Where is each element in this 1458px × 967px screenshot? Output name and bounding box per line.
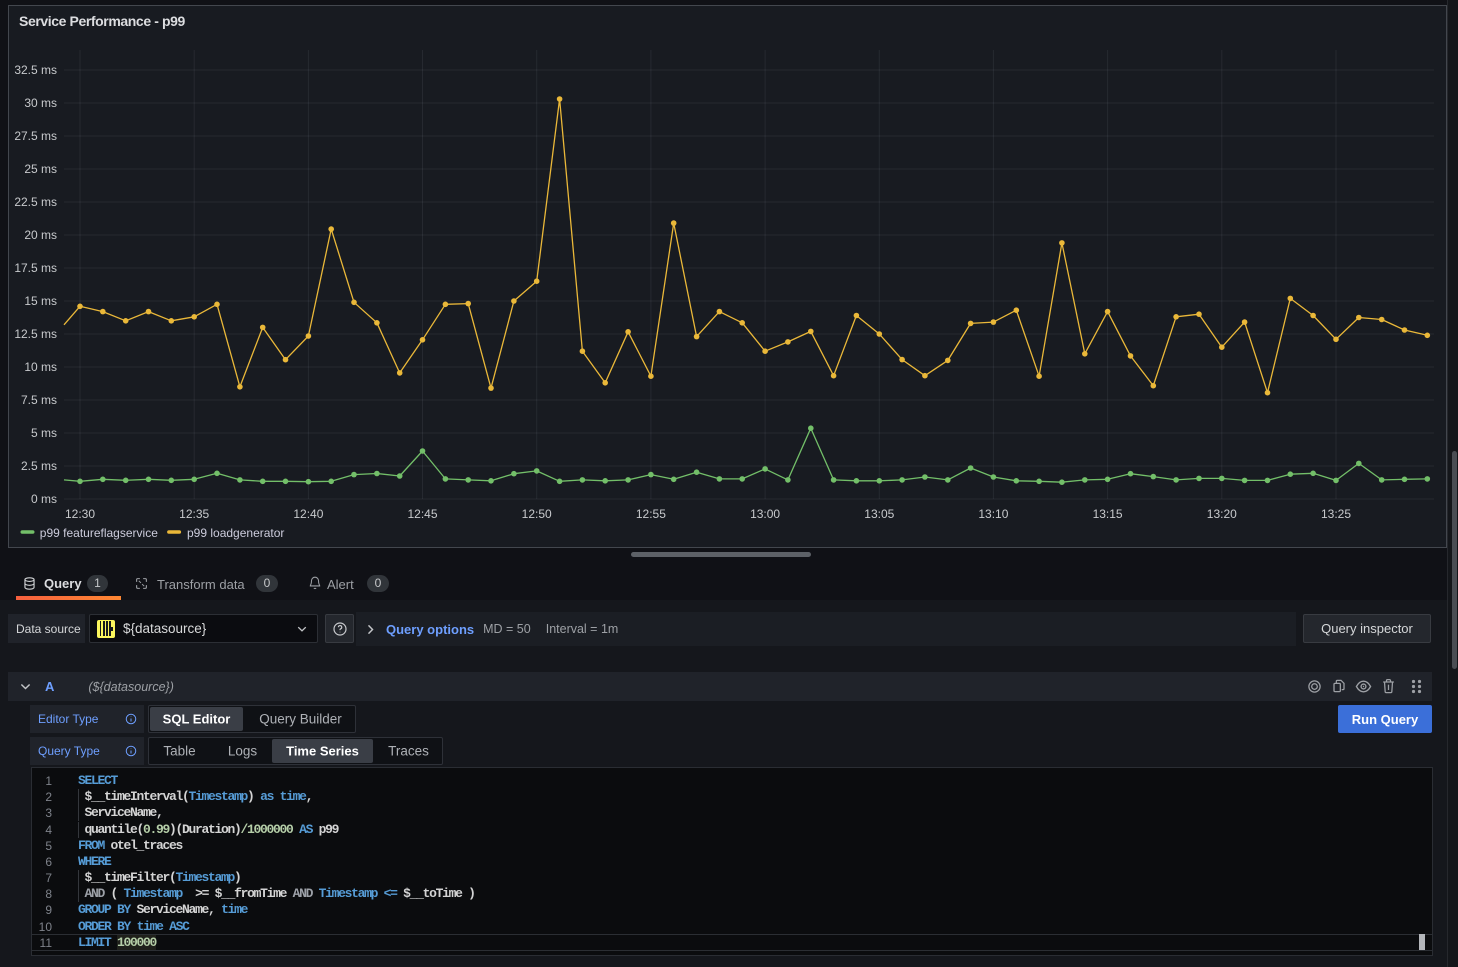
svg-text:12:30: 12:30 — [65, 507, 95, 521]
svg-text:32.5 ms: 32.5 ms — [14, 63, 57, 77]
svg-text:13:20: 13:20 — [1207, 507, 1237, 521]
svg-text:20 ms: 20 ms — [24, 228, 57, 242]
svg-text:10 ms: 10 ms — [24, 360, 57, 374]
svg-text:12:50: 12:50 — [522, 507, 552, 521]
svg-text:13:25: 13:25 — [1321, 507, 1351, 521]
svg-text:12:45: 12:45 — [407, 507, 437, 521]
svg-text:17.5 ms: 17.5 ms — [14, 261, 57, 275]
svg-text:13:05: 13:05 — [864, 507, 894, 521]
svg-text:30 ms: 30 ms — [24, 96, 57, 110]
svg-text:12:55: 12:55 — [636, 507, 666, 521]
svg-text:7.5 ms: 7.5 ms — [21, 393, 57, 407]
svg-text:25 ms: 25 ms — [24, 162, 57, 176]
svg-text:15 ms: 15 ms — [24, 294, 57, 308]
svg-text:12:40: 12:40 — [293, 507, 323, 521]
svg-text:22.5 ms: 22.5 ms — [14, 195, 57, 209]
svg-text:0 ms: 0 ms — [31, 492, 57, 506]
svg-text:27.5 ms: 27.5 ms — [14, 129, 57, 143]
svg-text:2.5 ms: 2.5 ms — [21, 459, 57, 473]
svg-text:5 ms: 5 ms — [31, 426, 57, 440]
svg-text:13:10: 13:10 — [978, 507, 1008, 521]
svg-text:12:35: 12:35 — [179, 507, 209, 521]
svg-text:13:15: 13:15 — [1093, 507, 1123, 521]
svg-text:p99 featureflagservice: p99 featureflagservice — [40, 526, 158, 540]
svg-text:13:00: 13:00 — [750, 507, 780, 521]
svg-text:12.5 ms: 12.5 ms — [14, 327, 57, 341]
svg-text:p99 loadgenerator: p99 loadgenerator — [187, 526, 284, 540]
